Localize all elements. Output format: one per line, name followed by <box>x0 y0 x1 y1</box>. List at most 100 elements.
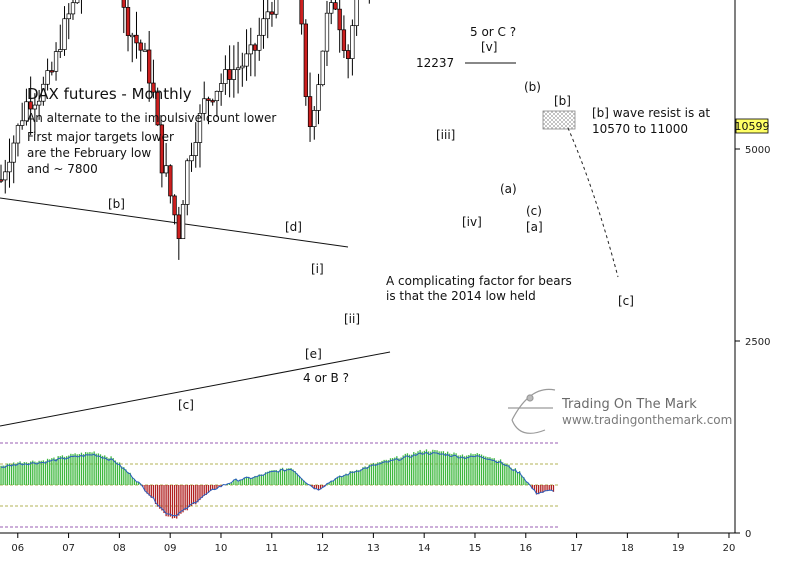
candle-up <box>58 49 63 52</box>
candle-up <box>24 101 29 122</box>
candle-up <box>350 25 355 59</box>
chart-title: DAX futures - Monthly <box>27 85 192 103</box>
x-tick-label: 10 <box>215 543 228 554</box>
candle-down <box>125 6 131 36</box>
candle-down <box>345 50 351 59</box>
subtitle-line-2: First major targets lower <box>27 130 174 144</box>
x-tick-label: 09 <box>164 543 177 554</box>
candle-down <box>299 0 304 25</box>
current-price-label: 10599 <box>735 120 770 133</box>
candle-up <box>130 34 135 38</box>
y-tick-label: 2500 <box>745 337 770 348</box>
candle-up <box>185 160 190 205</box>
candle-down <box>147 49 152 84</box>
candle-up <box>329 2 334 14</box>
candle-up <box>202 98 207 114</box>
candle-up <box>223 69 228 84</box>
candle-up <box>248 44 253 55</box>
candle-down <box>269 11 275 15</box>
candle-up <box>62 18 67 50</box>
candle-down <box>155 91 160 126</box>
wave-label-iii: [iii] <box>436 128 455 142</box>
candle-up <box>257 34 262 51</box>
candle-up <box>240 65 245 69</box>
candle-up <box>218 83 224 92</box>
x-tick-label: 18 <box>621 543 634 554</box>
complicating-note-line-2: is that the 2014 low held <box>386 289 536 303</box>
candle-down <box>121 0 126 8</box>
candle-down <box>0 179 4 182</box>
candle-up <box>163 165 169 174</box>
candle-up <box>45 70 50 85</box>
candle-up <box>20 120 25 126</box>
x-tick-label: 13 <box>367 543 380 554</box>
wave-label-b-bracket: [b] <box>554 94 571 108</box>
candle-up <box>70 2 76 15</box>
candle-down <box>210 100 215 103</box>
candle-up <box>3 171 8 181</box>
candle-up <box>7 161 12 173</box>
candle-up <box>53 51 59 72</box>
x-tick-label: 11 <box>265 543 278 554</box>
complicating-note-line-1: A complicating factor for bears <box>386 274 572 288</box>
candle-down <box>168 165 173 197</box>
subtitle-line-3: are the February low <box>27 146 151 160</box>
oscillator-signal-line <box>0 451 554 517</box>
candle-down <box>28 101 33 110</box>
candle-up <box>214 90 220 102</box>
candle-up <box>324 12 330 52</box>
current-price-box: 10599 <box>735 118 770 134</box>
candle-up <box>197 113 203 143</box>
wave-label-paren-c: (c) <box>526 204 542 218</box>
watermark-url: www.tradingonthemark.com <box>562 413 732 427</box>
candle-down <box>341 29 347 51</box>
wave-label-d: [d] <box>285 220 302 234</box>
wave-label-b: [b] <box>108 197 125 211</box>
wave-label-c-target: [c] <box>618 294 634 308</box>
wave-label-paren-a: (a) <box>500 182 517 196</box>
candle-down <box>227 69 232 80</box>
watermark: Trading On The Mark www.tradingonthemark… <box>508 388 732 434</box>
x-tick-label: 15 <box>469 543 482 554</box>
candle-up <box>235 67 241 71</box>
wave-label-iv: [iv] <box>462 215 482 229</box>
x-tick-label: 08 <box>113 543 126 554</box>
y-axis-ticks: 12500100007500500025000 <box>735 145 770 540</box>
x-axis-ticks: 06 07 08 09 10 11 12 13 14 15 16 17 18 19 20 <box>11 533 735 554</box>
candle-up <box>36 100 42 106</box>
x-tick-label: 16 <box>519 543 532 554</box>
wave-label-c: [c] <box>178 398 194 412</box>
archer-logo-icon <box>508 388 556 434</box>
candle-up <box>316 84 321 111</box>
oscillator-panel <box>0 442 560 528</box>
high-value-label: 12237 <box>416 56 454 70</box>
candle-up <box>11 142 16 163</box>
candle-up <box>274 0 279 15</box>
candle-up <box>15 125 21 144</box>
candle-down <box>151 82 156 93</box>
candle-down <box>172 195 177 216</box>
upper-triangle-line <box>0 197 349 248</box>
x-tick-label: 12 <box>316 543 329 554</box>
candle-down <box>307 96 313 127</box>
candlestick-series <box>0 0 370 260</box>
candle-down <box>176 214 181 240</box>
candle-down <box>134 34 139 44</box>
candle-up <box>265 11 270 20</box>
candle-down <box>337 8 342 31</box>
x-tick-label: 19 <box>672 543 685 554</box>
candle-up <box>32 104 38 110</box>
resist-note-line-1: [b] wave resist is at <box>592 106 710 120</box>
x-tick-label: 14 <box>418 543 431 554</box>
candle-down <box>333 2 338 10</box>
watermark-name: Trading On The Mark <box>561 397 697 412</box>
wave-label-a-bracket: [a] <box>526 220 543 234</box>
candle-up <box>354 0 359 27</box>
resist-note-line-2: 10570 to 11000 <box>592 122 688 136</box>
candle-up <box>261 18 266 36</box>
x-tick-label: 20 <box>723 543 736 554</box>
resist-zone <box>542 110 576 130</box>
candle-up <box>244 53 249 67</box>
